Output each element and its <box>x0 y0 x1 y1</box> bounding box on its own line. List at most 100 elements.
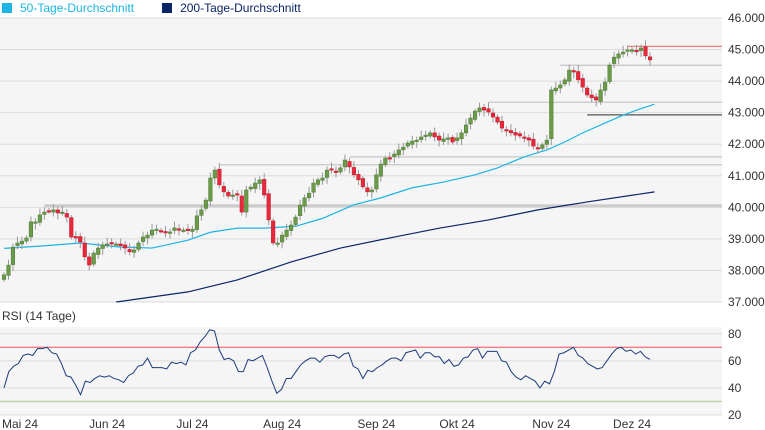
candle-down <box>235 193 240 196</box>
candle-down <box>87 256 92 266</box>
candle-up <box>342 159 347 168</box>
rsi-panel-background <box>0 327 722 415</box>
candle-down <box>239 195 244 213</box>
candle-up <box>37 214 42 223</box>
candle-up <box>141 236 146 242</box>
rsi-title: RSI (14 Tage) <box>2 309 76 323</box>
legend-label-ma200: 200-Tage-Durchschnitt <box>180 1 301 15</box>
candle-up <box>1 274 7 280</box>
candle-up <box>248 186 253 190</box>
price-tick-label: 37.000 <box>728 295 765 309</box>
candle-up <box>24 237 29 242</box>
candle-down <box>594 96 599 101</box>
candle-down <box>356 174 361 181</box>
rsi-tick-label: 80 <box>728 327 742 341</box>
candle-up <box>324 169 330 178</box>
x-axis-label: Nov 24 <box>532 417 570 430</box>
candle-up <box>194 215 199 230</box>
candle-down <box>351 167 356 176</box>
candle-up <box>257 179 262 184</box>
candle-up <box>567 69 572 82</box>
candle-down <box>73 236 78 239</box>
candle-up <box>396 149 401 156</box>
price-tick-label: 39.000 <box>728 232 765 246</box>
candle-down <box>576 71 581 81</box>
candle-up <box>405 142 410 147</box>
candle-up <box>15 242 20 246</box>
candle-up <box>562 79 567 85</box>
candle-up <box>289 224 294 231</box>
candle-down <box>118 243 123 247</box>
x-axis-label: Sep 24 <box>357 417 395 430</box>
candle-up <box>464 124 469 134</box>
candle-up <box>428 132 433 137</box>
candle-up <box>293 216 298 225</box>
rsi-tick-label: 40 <box>728 381 742 395</box>
price-tick-label: 42.000 <box>728 137 765 151</box>
candle-up <box>149 229 155 236</box>
price-tick-label: 44.000 <box>728 74 765 88</box>
candle-down <box>333 170 339 173</box>
candle-up <box>91 252 96 265</box>
candle-up <box>630 49 635 52</box>
legend-item-ma200[interactable]: 200-Tage-Durchschnitt <box>162 1 301 15</box>
candle-down <box>221 186 226 193</box>
candle-up <box>33 221 38 224</box>
candle-down <box>535 147 540 150</box>
candle-up <box>621 51 626 55</box>
candle-up <box>311 182 316 193</box>
x-axis-label: Jun 24 <box>89 417 125 430</box>
candle-up <box>472 110 478 120</box>
candle-up <box>302 197 307 207</box>
price-tick-label: 38.000 <box>728 263 765 277</box>
candle-down <box>109 242 114 245</box>
legend-item-ma50[interactable]: 50-Tage-Durchschnitt <box>2 1 134 15</box>
candle-down <box>526 137 531 141</box>
candle-up <box>230 194 235 197</box>
candle-up <box>298 204 303 216</box>
candle-up <box>154 228 159 231</box>
candle-up <box>638 47 644 51</box>
candle-down <box>158 230 164 233</box>
candle-up <box>320 177 325 181</box>
candle-up <box>401 146 406 151</box>
candle-up <box>190 228 195 232</box>
candle-down <box>643 46 648 57</box>
candle-down <box>69 217 74 238</box>
rsi-tick-label: 20 <box>728 408 742 422</box>
candle-down <box>589 94 594 99</box>
candle-up <box>374 174 379 190</box>
candle-down <box>217 168 222 186</box>
x-axis-label: Jul 24 <box>176 417 208 430</box>
candle-up <box>132 249 137 253</box>
candle-up <box>441 138 446 142</box>
candle-up <box>253 182 258 189</box>
candle-up <box>96 247 101 255</box>
ma50-swatch-icon <box>2 3 12 13</box>
candle-down <box>64 213 69 218</box>
candle-down <box>127 249 132 253</box>
candle-down <box>513 132 518 136</box>
candle-down <box>123 244 128 249</box>
candle-down <box>329 168 334 171</box>
candle-up <box>540 144 545 149</box>
candle-up <box>607 64 612 82</box>
price-tick-label: 46.000 <box>728 11 765 25</box>
candle-up <box>280 234 285 243</box>
candle-up <box>414 139 419 142</box>
candle-up <box>369 189 374 193</box>
candle-up <box>145 234 150 239</box>
x-axis-label: Mai 24 <box>2 417 38 430</box>
candle-up <box>212 169 217 179</box>
candle-down <box>432 132 437 138</box>
candle-up <box>199 209 204 216</box>
candle-down <box>46 210 51 213</box>
candle-up <box>625 49 630 52</box>
candle-up <box>307 192 312 199</box>
candle-up <box>315 179 321 185</box>
candle-up <box>455 137 460 141</box>
candle-down <box>266 193 271 221</box>
candle-down <box>226 192 231 197</box>
rsi-tick-label: 60 <box>728 354 742 368</box>
